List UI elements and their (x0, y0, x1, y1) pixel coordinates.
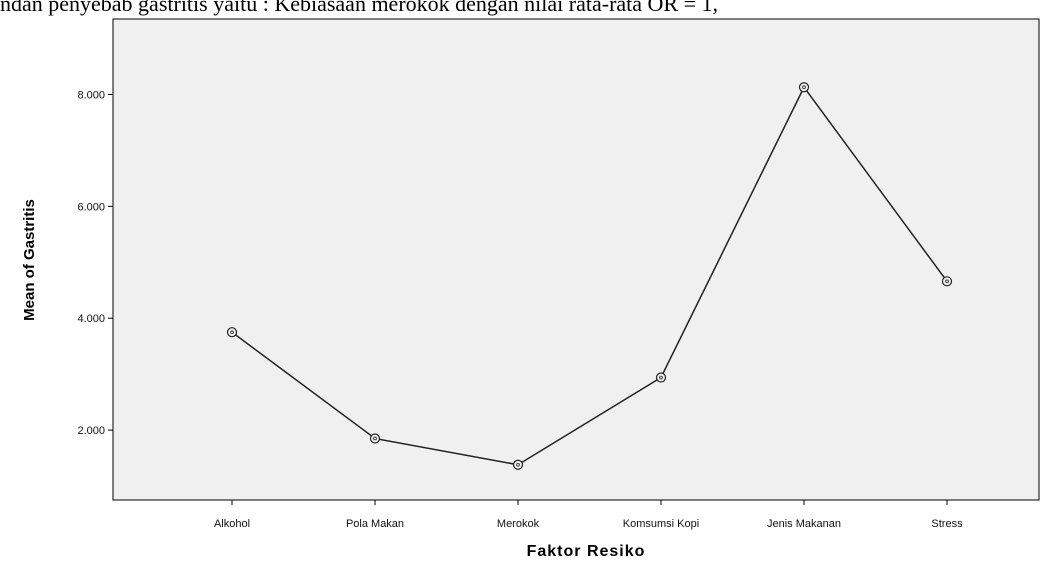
series-markers (226, 82, 953, 470)
data-point-center (945, 279, 949, 284)
data-point (655, 372, 667, 383)
data-point-center (373, 436, 377, 441)
y-tick-label: 8.000 (77, 90, 105, 102)
y-axis-title: Mean of Gastritis (21, 199, 38, 321)
data-point-center (802, 85, 806, 90)
series-line (231, 85, 948, 466)
data-point-center (659, 375, 663, 380)
x-tick-label: Jenis Makanan (767, 518, 841, 530)
plot-area (112, 18, 1040, 501)
y-axis: 2.000 4.000 6.000 8.000 (77, 90, 113, 437)
y-tick-label: 6.000 (77, 201, 105, 213)
data-point (798, 82, 810, 93)
x-axis-title: Faktor Resiko (527, 543, 646, 560)
header-text: ndan penyebab gastritis yaitu : Kebiasaa… (0, 0, 719, 16)
data-point (369, 433, 381, 444)
data-point (512, 459, 524, 470)
x-tick-label: Stress (931, 518, 963, 530)
data-point-center (516, 462, 520, 467)
y-tick-label: 2.000 (77, 425, 105, 437)
x-tick-label: Pola Makan (346, 518, 404, 530)
x-axis: Alkohol Pola Makan Merokok Komsumsi Kopi Jen… (214, 500, 963, 530)
data-point-center (230, 330, 234, 335)
data-point (941, 276, 953, 287)
x-tick-label: Merokok (497, 518, 540, 530)
x-tick-label: Komsumsi Kopi (623, 518, 699, 530)
data-point (226, 327, 238, 338)
x-tick-label: Alkohol (214, 518, 250, 530)
y-tick-label: 4.000 (77, 313, 105, 325)
